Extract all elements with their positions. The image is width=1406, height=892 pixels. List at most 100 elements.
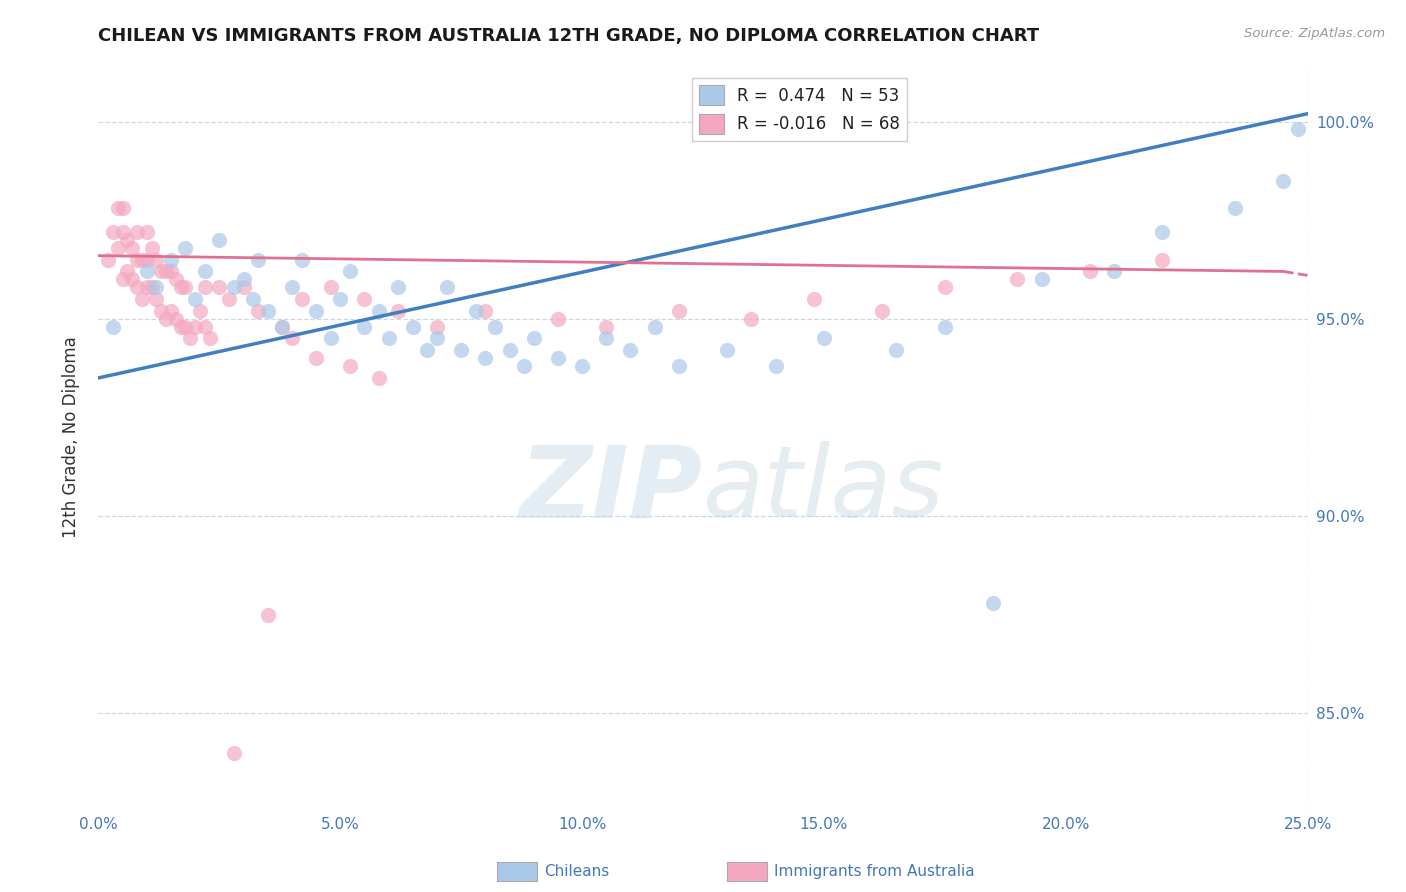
- Text: CHILEAN VS IMMIGRANTS FROM AUSTRALIA 12TH GRADE, NO DIPLOMA CORRELATION CHART: CHILEAN VS IMMIGRANTS FROM AUSTRALIA 12T…: [98, 27, 1039, 45]
- Point: [450, 343, 472, 358]
- Point: [188, 304, 211, 318]
- Text: Chileans: Chileans: [544, 864, 609, 879]
- Point: [523, 331, 546, 345]
- Point: [121, 241, 143, 255]
- Point: [803, 292, 825, 306]
- Text: atlas: atlas: [703, 441, 945, 538]
- Legend: R =  0.474   N = 53, R = -0.016   N = 68: R = 0.474 N = 53, R = -0.016 N = 68: [693, 78, 907, 141]
- Point: [368, 304, 391, 318]
- Point: [174, 241, 197, 255]
- Point: [135, 264, 157, 278]
- Point: [101, 319, 124, 334]
- Point: [117, 233, 139, 247]
- Point: [131, 292, 153, 306]
- Point: [353, 319, 375, 334]
- Point: [305, 304, 328, 318]
- Point: [155, 264, 177, 278]
- Point: [1223, 202, 1246, 216]
- Point: [387, 280, 409, 294]
- Point: [184, 292, 207, 306]
- Point: [281, 280, 304, 294]
- Point: [595, 331, 617, 345]
- Point: [165, 272, 187, 286]
- Point: [218, 292, 240, 306]
- Point: [1102, 264, 1125, 278]
- Point: [271, 319, 294, 334]
- Point: [97, 252, 120, 267]
- Point: [1152, 252, 1174, 267]
- Point: [222, 280, 245, 294]
- Point: [232, 280, 254, 294]
- Point: [127, 252, 149, 267]
- Point: [377, 331, 399, 345]
- Point: [194, 264, 217, 278]
- Point: [1031, 272, 1053, 286]
- Point: [886, 343, 908, 358]
- Point: [513, 359, 536, 373]
- Point: [547, 311, 569, 326]
- Point: [474, 351, 496, 366]
- Point: [145, 292, 167, 306]
- Point: [174, 319, 197, 334]
- Point: [141, 241, 163, 255]
- Point: [498, 343, 520, 358]
- Point: [121, 272, 143, 286]
- Point: [1272, 174, 1295, 188]
- Point: [464, 304, 486, 318]
- Y-axis label: 12th Grade, No Diploma: 12th Grade, No Diploma: [62, 336, 80, 538]
- Point: [150, 264, 173, 278]
- Point: [668, 304, 690, 318]
- Point: [169, 319, 191, 334]
- Point: [339, 359, 361, 373]
- Point: [179, 331, 201, 345]
- Point: [222, 746, 245, 760]
- Point: [271, 319, 294, 334]
- Point: [155, 311, 177, 326]
- Point: [107, 241, 129, 255]
- Text: Immigrants from Australia: Immigrants from Australia: [773, 864, 974, 879]
- Point: [107, 202, 129, 216]
- Point: [194, 280, 217, 294]
- Point: [117, 264, 139, 278]
- Point: [127, 280, 149, 294]
- Point: [813, 331, 835, 345]
- Point: [934, 319, 956, 334]
- Point: [305, 351, 328, 366]
- Point: [232, 272, 254, 286]
- Point: [145, 280, 167, 294]
- Point: [160, 304, 183, 318]
- Point: [256, 607, 278, 622]
- Point: [194, 319, 217, 334]
- Point: [145, 252, 167, 267]
- Text: Source: ZipAtlas.com: Source: ZipAtlas.com: [1244, 27, 1385, 40]
- Point: [934, 280, 956, 294]
- Point: [111, 225, 134, 239]
- Point: [290, 292, 312, 306]
- Point: [281, 331, 304, 345]
- Point: [416, 343, 439, 358]
- Point: [1078, 264, 1101, 278]
- Point: [426, 319, 449, 334]
- Point: [101, 225, 124, 239]
- Point: [547, 351, 569, 366]
- Point: [131, 252, 153, 267]
- Point: [668, 359, 690, 373]
- Point: [150, 304, 173, 318]
- Point: [135, 225, 157, 239]
- Point: [1152, 225, 1174, 239]
- Point: [127, 225, 149, 239]
- Point: [160, 264, 183, 278]
- Point: [595, 319, 617, 334]
- Point: [426, 331, 449, 345]
- Point: [160, 252, 183, 267]
- Point: [198, 331, 221, 345]
- Point: [242, 292, 264, 306]
- Point: [870, 304, 893, 318]
- Point: [165, 311, 187, 326]
- Point: [436, 280, 458, 294]
- Point: [716, 343, 738, 358]
- Point: [387, 304, 409, 318]
- Point: [1286, 122, 1309, 136]
- Point: [135, 280, 157, 294]
- Point: [402, 319, 425, 334]
